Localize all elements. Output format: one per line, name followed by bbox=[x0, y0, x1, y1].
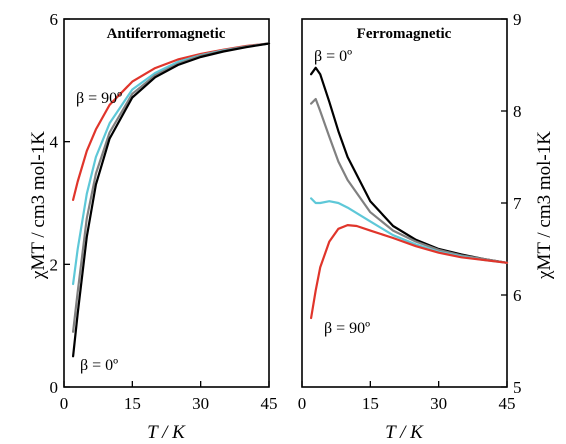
series-line-4 bbox=[310, 224, 509, 320]
right-y-axis-label: χMT / cm3 mol-1K bbox=[534, 131, 555, 280]
x-tick-label: 15 bbox=[362, 394, 379, 413]
x-tick-label: 15 bbox=[124, 394, 141, 413]
series-line-2 bbox=[310, 97, 509, 264]
left-annotation-beta-90: β = 90º bbox=[76, 90, 122, 107]
y-tick-label: 6 bbox=[513, 286, 522, 305]
y-tick-label: 9 bbox=[513, 10, 522, 29]
y-tick-label: 8 bbox=[513, 102, 522, 121]
right-annotation-beta-90: β = 90º bbox=[324, 320, 370, 337]
x-tick-label: 0 bbox=[298, 394, 307, 413]
right-annotation-beta-0: β = 0º bbox=[314, 48, 352, 65]
left-y-ticks: 0 2 4 6 bbox=[50, 10, 70, 397]
y-tick-label: 5 bbox=[513, 378, 522, 397]
y-tick-label: 2 bbox=[50, 255, 59, 274]
left-x-axis-label: T / K bbox=[147, 422, 186, 443]
x-tick-label: 30 bbox=[192, 394, 209, 413]
x-tick-label: 45 bbox=[261, 394, 278, 413]
x-tick-label: 45 bbox=[499, 394, 516, 413]
x-tick-label: 0 bbox=[60, 394, 69, 413]
right-x-ticks: 0 15 30 45 bbox=[298, 381, 516, 413]
series-line-3 bbox=[310, 197, 509, 264]
right-y-ticks: 5 6 7 8 9 bbox=[501, 10, 522, 397]
y-tick-label: 4 bbox=[50, 133, 59, 152]
antiferromagnetic-panel: Antiferromagnetic 0 15 30 45 0 2 4 6 β = 90º β… bbox=[28, 10, 278, 443]
y-tick-label: 0 bbox=[50, 378, 59, 397]
left-panel-title: Antiferromagnetic bbox=[107, 26, 226, 42]
ferromagnetic-panel: Ferromagnetic 0 15 30 45 5 6 7 8 9 β = 0º β = 9… bbox=[298, 10, 555, 443]
right-panel-title: Ferromagnetic bbox=[357, 26, 452, 42]
left-y-axis-label: χMT / cm3 mol-1K bbox=[28, 131, 49, 280]
left-x-ticks: 0 15 30 45 bbox=[60, 381, 278, 413]
y-tick-label: 7 bbox=[513, 194, 522, 213]
right-x-axis-label: T / K bbox=[385, 422, 424, 443]
x-tick-label: 30 bbox=[430, 394, 447, 413]
left-plot-frame bbox=[63, 18, 270, 388]
y-tick-label: 6 bbox=[50, 10, 59, 29]
series-line-4 bbox=[71, 42, 271, 358]
right-curves bbox=[310, 66, 509, 320]
left-annotation-beta-0: β = 0º bbox=[80, 357, 118, 374]
series-line-3 bbox=[71, 42, 271, 333]
left-curves bbox=[71, 42, 271, 358]
